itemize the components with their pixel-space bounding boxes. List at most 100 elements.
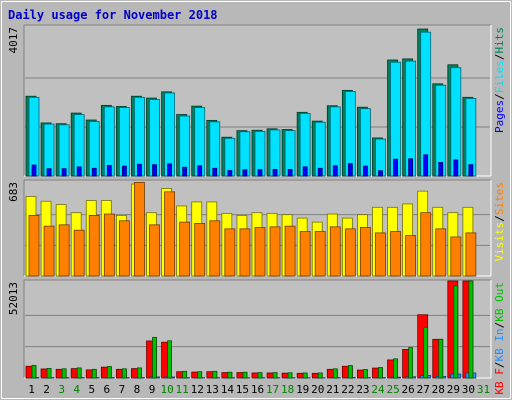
day-label: 20 [311,383,324,396]
bar-kb-out [137,368,141,378]
bar-sites [180,222,190,276]
bar-pages [32,165,36,176]
bar-kb-out [228,372,232,378]
bar-pages [378,171,382,176]
day-label: 16 [251,383,264,396]
bar-pages [137,164,141,176]
day-label: 4 [73,383,80,396]
bar-files [29,97,39,176]
day-label: 30 [462,383,475,396]
bar-sites [330,227,340,276]
bar-sites [210,221,220,276]
bar-pages [424,155,428,176]
panels-layer: 4017Pages/Files/Hits683Visits/Sites52013… [7,25,506,395]
bar-pages [318,168,322,176]
bar-files [210,122,220,176]
bar-sites [375,233,385,276]
bar-kb-out [92,369,96,378]
day-label: 23 [356,383,369,396]
day-label: 15 [236,383,249,396]
bar-sites [104,214,114,276]
legend-separator: / [493,54,506,61]
legend-entry: Sites [493,182,506,215]
day-label: 17 [266,383,279,396]
day-label: 2 [43,383,50,396]
bar-pages [363,166,367,176]
bar-kb-out [77,368,81,378]
bar-pages [122,166,126,176]
bar-kb-out [198,372,202,378]
legend-entry: KB F [493,368,506,395]
day-label: 14 [221,383,235,396]
bar-sites [134,182,144,276]
day-label: 10 [160,383,173,396]
bar-sites [270,227,280,276]
bar-pages [107,165,111,176]
bar-pages [288,169,292,176]
bar-kb-out [394,359,398,378]
day-label: 3 [58,383,65,396]
bar-pages [228,171,232,176]
legend-separator: / [493,322,506,329]
bar-kb-out [333,369,337,378]
legend-separator: / [493,362,506,369]
day-label: 27 [417,383,430,396]
bar-sites [391,232,401,276]
bar-pages [439,162,443,176]
bar-kb-out [303,373,307,378]
bar-kb-out [32,365,36,378]
bar-files [89,121,99,176]
day-label: 18 [281,383,294,396]
day-label: 13 [206,383,219,396]
bar-kb-out [183,371,187,378]
day-label: 29 [447,383,460,396]
day-label: 6 [104,383,111,396]
bar-pages [409,159,413,176]
bar-pages [454,160,458,176]
bar-sites [436,229,446,276]
bar-sites [89,215,99,276]
bar-sites [406,236,416,276]
bar-pages [92,168,96,176]
bar-kb-out [378,368,382,378]
day-label: 1 [28,383,35,396]
panel-legend: Visits/Sites [493,182,506,262]
bar-pages [469,165,473,176]
bar-pages [273,169,277,176]
bar-sites [255,228,265,276]
bar-sites [466,233,476,276]
bar-pages [303,167,307,176]
bar-sites [360,228,370,276]
bar-pages [198,166,202,176]
legend-entry: Hits [493,27,506,54]
chart-title: Daily usage for November 2018 [8,8,218,22]
bar-sites [29,215,39,276]
bar-kb-out [318,373,322,378]
bar-files [240,132,250,176]
day-label: 19 [296,383,309,396]
bar-pages [394,159,398,176]
bar-kb-out [273,373,277,378]
bar-kb-out [454,286,458,378]
bar-sites [165,192,175,276]
day-label: 31 [477,383,490,396]
day-label: 7 [119,383,126,396]
bar-kb-out [363,370,367,378]
bar-kb-out [288,373,292,378]
bar-kb-out [122,369,126,378]
day-label: 28 [432,383,445,396]
bar-pages [183,167,187,176]
bar-sites [59,225,69,276]
bar-pages [348,164,352,176]
bar-sites [300,232,310,276]
bar-pages [168,164,172,176]
bar-pages [213,168,217,176]
legend-entry: Pages [493,100,506,133]
day-label: 26 [402,383,415,396]
day-label: 9 [149,383,156,396]
bar-sites [225,229,235,276]
bar-sites [150,225,160,276]
